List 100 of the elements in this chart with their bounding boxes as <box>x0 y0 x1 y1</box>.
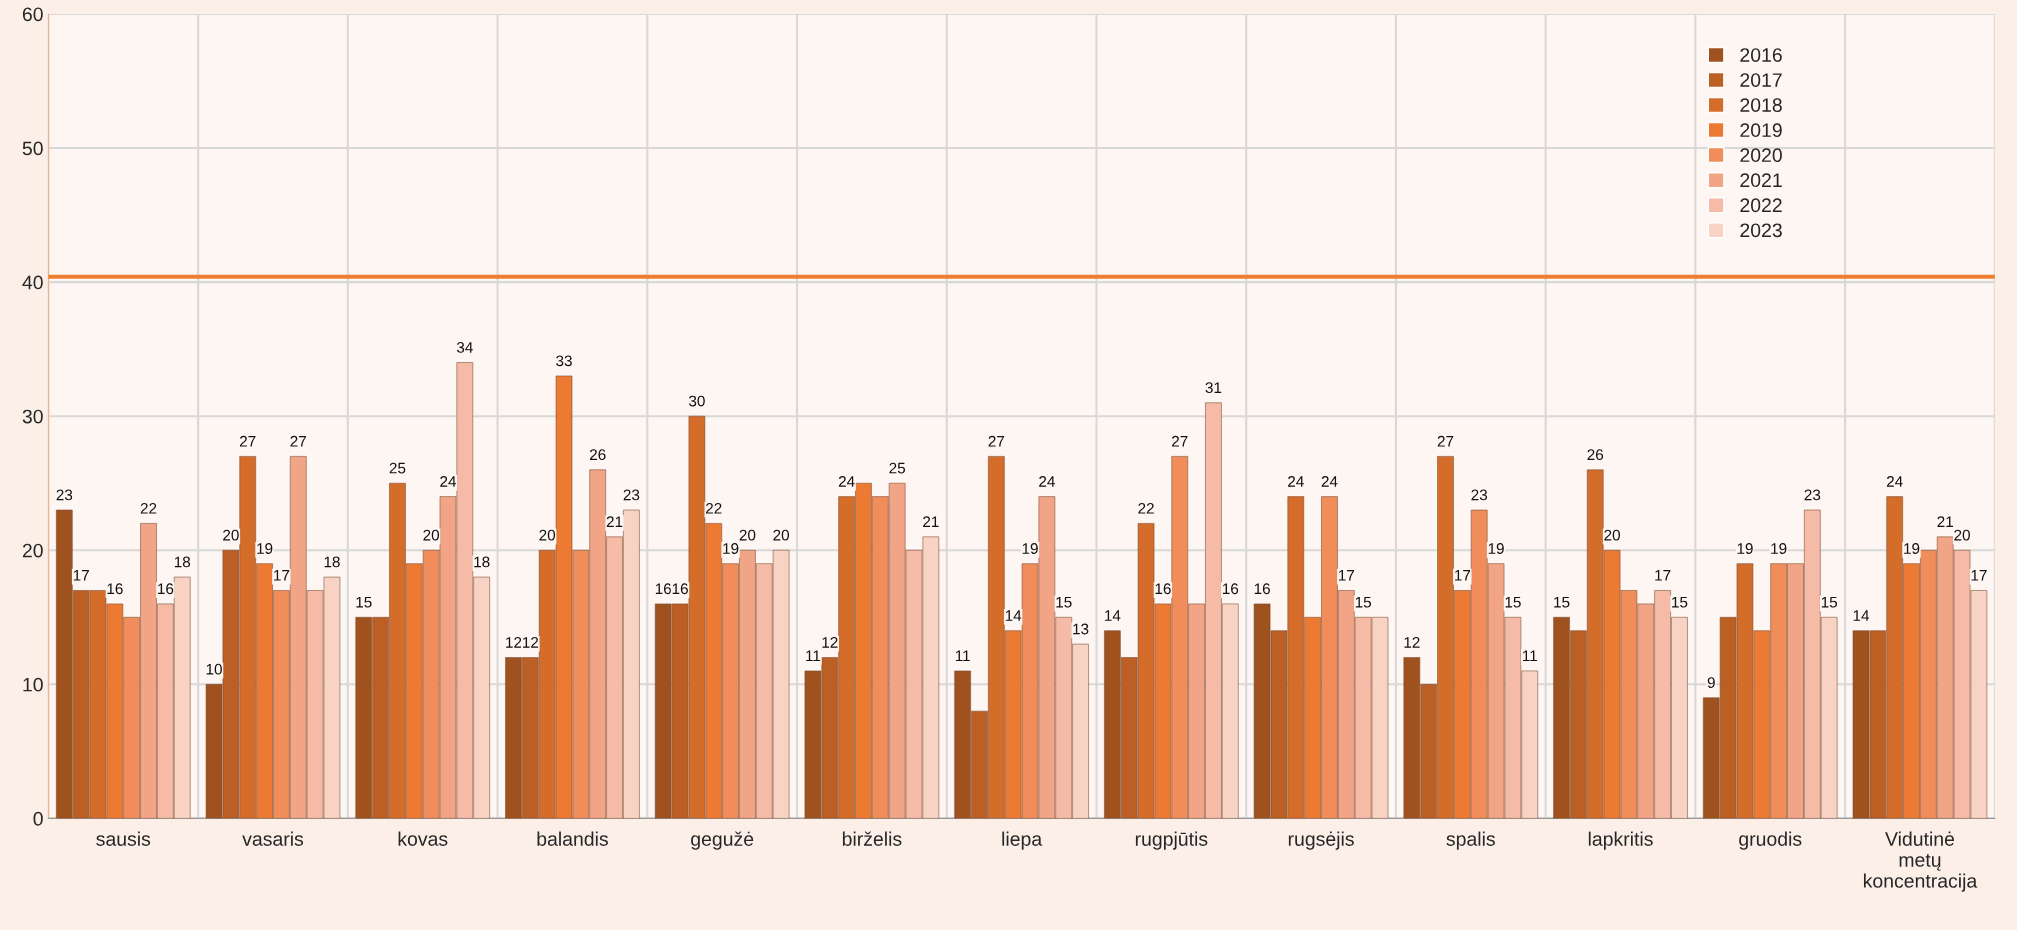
x-tick-label: rugsėjis <box>1288 831 1354 850</box>
y-tick-label: 50 <box>22 141 43 156</box>
data-label: 21 <box>923 516 939 527</box>
data-label: 19 <box>1771 543 1787 554</box>
data-label: 22 <box>1138 502 1154 514</box>
data-label: 19 <box>1904 543 1920 554</box>
data-label: 14 <box>1853 610 1870 621</box>
data-label: 16 <box>107 583 123 595</box>
data-label: 18 <box>474 556 490 568</box>
data-label: 24 <box>440 476 457 487</box>
data-label: 27 <box>1172 435 1188 447</box>
data-label: 10 <box>206 663 222 675</box>
data-label: 15 <box>1554 596 1570 608</box>
legend-label: 2023 <box>1740 223 1782 238</box>
data-label: 16 <box>158 583 174 595</box>
data-label: 19 <box>723 543 739 554</box>
x-tick-label: spalis <box>1446 831 1495 850</box>
legend-label: 2016 <box>1740 48 1782 62</box>
x-tick-label: rugpjūtis <box>1135 831 1208 850</box>
data-label: 24 <box>1321 476 1338 487</box>
x-tick-label: birželis <box>842 831 902 846</box>
data-label: 23 <box>1471 489 1488 501</box>
data-label: 30 <box>688 395 705 407</box>
data-label: 19 <box>257 543 273 554</box>
data-label: 20 <box>739 529 756 541</box>
data-label: 17 <box>1971 570 1987 581</box>
data-label: 22 <box>706 502 722 514</box>
x-tick-label: vasaris <box>242 831 304 846</box>
data-label: 26 <box>589 449 606 461</box>
data-label: 15 <box>356 596 372 608</box>
data-label: 12 <box>506 636 522 648</box>
data-label: 24 <box>1288 476 1304 487</box>
data-label: 17 <box>1655 570 1671 581</box>
data-label: 31 <box>1205 382 1222 394</box>
data-label: 20 <box>1604 529 1620 541</box>
data-label: 18 <box>174 556 191 568</box>
y-tick-label: 30 <box>22 409 43 424</box>
data-label: 27 <box>988 435 1005 447</box>
data-label: 34 <box>456 342 473 353</box>
data-label: 16 <box>1222 583 1239 595</box>
legend-label: 2022 <box>1740 198 1782 213</box>
data-label: 13 <box>1073 623 1089 635</box>
x-tick-label: sausis <box>96 831 151 846</box>
data-label: 23 <box>623 489 640 501</box>
data-label: 12 <box>822 636 838 648</box>
data-label: 19 <box>1022 543 1038 554</box>
data-label: 17 <box>1455 570 1471 581</box>
data-label: 20 <box>539 529 556 541</box>
data-label: 15 <box>1355 596 1372 608</box>
data-label: 14 <box>1005 610 1022 621</box>
data-label: 15 <box>1505 596 1521 608</box>
data-label: 20 <box>1954 529 1970 541</box>
x-tick-label: gruodis <box>1739 831 1802 850</box>
data-label: 25 <box>389 462 406 474</box>
data-label: 16 <box>655 583 672 595</box>
data-label: 17 <box>1338 570 1355 581</box>
y-tick-label: 10 <box>23 677 43 692</box>
data-label: 11 <box>806 650 821 662</box>
data-label: 19 <box>1488 543 1504 554</box>
data-label: 11 <box>1522 650 1537 662</box>
data-label: 20 <box>423 529 440 541</box>
x-tick-label: lapkritis <box>1588 831 1653 850</box>
data-label: 27 <box>240 435 256 447</box>
y-tick-label: 20 <box>22 543 43 558</box>
data-label: 14 <box>1105 610 1121 621</box>
legend-label: 2019 <box>1740 123 1782 138</box>
data-label: 15 <box>1821 596 1838 608</box>
data-label: 23 <box>1804 489 1821 501</box>
y-tick-label: 40 <box>22 275 43 290</box>
data-label: 15 <box>1672 596 1688 608</box>
data-label: 17 <box>73 570 89 581</box>
x-tick-label: liepa <box>1002 831 1043 850</box>
data-label: 33 <box>556 355 572 367</box>
data-label: 24 <box>1886 476 1903 487</box>
data-label: 23 <box>56 489 73 501</box>
data-label: 25 <box>889 462 906 474</box>
data-label: 16 <box>1254 583 1270 595</box>
data-label: 16 <box>672 583 688 595</box>
data-label: 26 <box>1587 449 1604 461</box>
y-tick-label: 60 <box>22 7 43 22</box>
data-label: 21 <box>606 516 623 527</box>
data-label: 24 <box>1039 476 1055 487</box>
data-label: 27 <box>290 435 306 447</box>
data-label: 24 <box>838 476 855 487</box>
data-label: 9 <box>1707 677 1715 689</box>
x-tick-label: gegužė <box>691 831 754 850</box>
legend-label: 2018 <box>1740 98 1782 112</box>
x-tick-label: kovas <box>398 831 448 846</box>
data-label: 20 <box>773 529 790 541</box>
data-label: 17 <box>274 570 290 581</box>
data-label: 11 <box>955 650 970 662</box>
data-label: 18 <box>324 556 340 568</box>
data-label: 27 <box>1437 435 1454 447</box>
y-tick-label: 0 <box>33 811 43 826</box>
data-label: 21 <box>1937 516 1953 527</box>
data-label: 22 <box>140 502 157 514</box>
data-label: 15 <box>1056 596 1072 608</box>
x-tick-label: Vidutinė metų koncentracija <box>1863 831 1978 892</box>
legend-label: 2021 <box>1740 173 1782 188</box>
data-label: 19 <box>1737 543 1753 554</box>
